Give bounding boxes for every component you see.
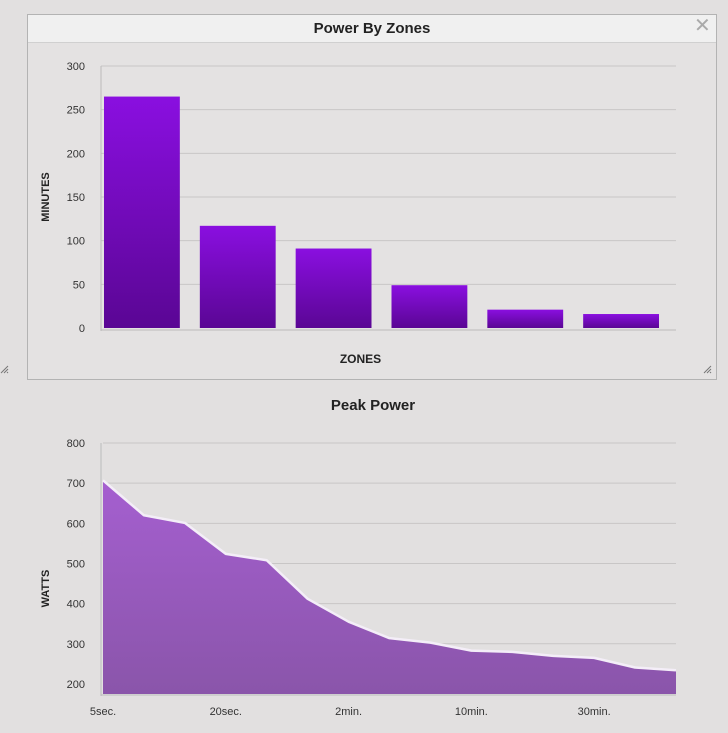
y-tick-label: 700	[67, 478, 85, 490]
panel-titlebar[interactable]: Power By Zones ✕	[28, 15, 716, 43]
close-icon[interactable]: ✕	[694, 15, 711, 37]
area-fill	[103, 480, 676, 694]
y-tick-label: 200	[67, 679, 85, 691]
y-tick-label: 100	[67, 236, 85, 248]
y-tick-label: 250	[67, 105, 85, 117]
y-axis-label: MINUTES	[40, 172, 52, 222]
chart-title: Peak Power	[330, 397, 416, 414]
bar	[104, 96, 180, 328]
x-tick-label: 2min.	[335, 706, 362, 718]
y-tick-label: 150	[67, 192, 85, 204]
y-tick-label: 600	[67, 518, 85, 530]
y-tick-label: 500	[67, 558, 85, 570]
bar	[487, 309, 564, 328]
y-tick-label: 800	[67, 438, 85, 450]
bar	[295, 248, 372, 328]
x-tick-label: 20sec.	[210, 706, 242, 718]
panel-title: Power By Zones	[313, 20, 431, 37]
bar	[583, 314, 659, 328]
y-tick-label: 0	[79, 323, 85, 335]
y-tick-label: 300	[67, 639, 85, 651]
x-axis-label: ZONES	[340, 352, 381, 366]
resize-handle-icon[interactable]	[703, 365, 712, 374]
series-line	[102, 479, 677, 672]
y-tick-label: 400	[67, 599, 85, 611]
resize-handle-icon[interactable]	[0, 365, 9, 374]
x-tick-label: 30min.	[578, 706, 611, 718]
y-tick-label: 200	[67, 148, 85, 160]
y-axis-label: WATTS	[40, 570, 52, 608]
bar	[199, 225, 276, 328]
x-tick-label: 10min.	[455, 706, 488, 718]
x-tick-label: 5sec.	[90, 706, 116, 718]
y-tick-label: 50	[73, 279, 85, 291]
bar	[391, 285, 468, 328]
y-tick-label: 300	[67, 61, 85, 73]
